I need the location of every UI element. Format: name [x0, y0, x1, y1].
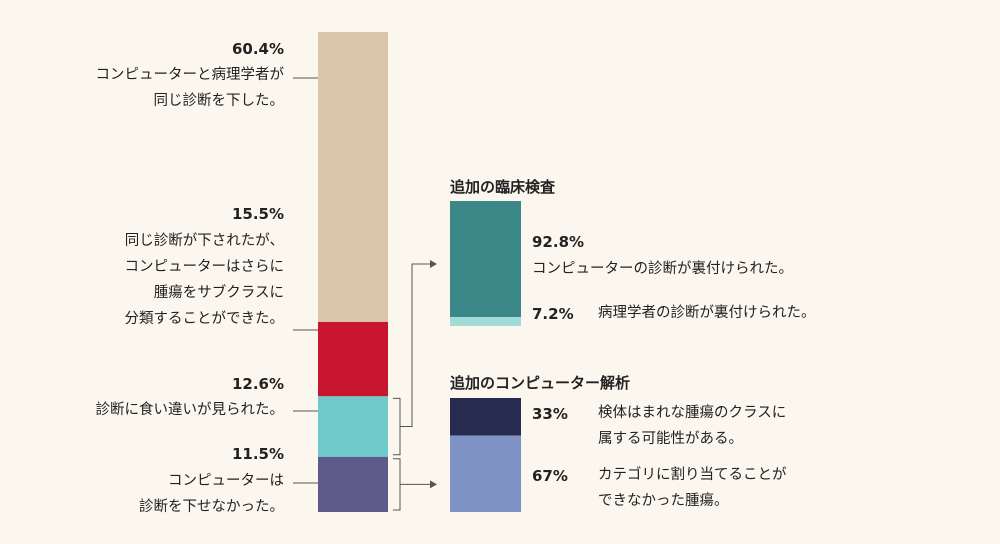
arrowhead: [430, 480, 437, 489]
sub-bar-1-segment-1-label: コンピューターの診断が裏付けられた。: [532, 261, 793, 277]
label-line: 診断を下せなかった。: [139, 499, 284, 515]
label-line: コンピューターは: [168, 473, 284, 489]
label-line: 同じ診断が下されたが、: [124, 233, 284, 249]
label-line: 同じ診断を下した。: [153, 93, 285, 109]
label-line: 診断に食い違いが見られた。: [95, 402, 285, 418]
label-line: 腫瘍をサブクラスに: [153, 285, 284, 301]
sub-bar-1-segment-1: [450, 201, 521, 317]
sub-bar-2-segment-2: [450, 435, 521, 512]
sub-bar-1-segment-2-label: 病理学者の診断が裏付けられた。: [598, 305, 816, 321]
sub-bar-2-segment-1-pct: 33%: [532, 405, 568, 423]
main-segment-1-pct: 60.4%: [231, 40, 284, 58]
main-segment-1-label: コンピューターと病理学者が 同じ診断を下した。: [96, 62, 285, 114]
sub-bar-2-segment-2-label: カテゴリに割り当てることが できなかった腫瘍。: [598, 462, 787, 514]
label-line: 属する可能性がある。: [598, 431, 743, 447]
sub-bar-1-segment-2-pct: 7.2%: [532, 305, 574, 323]
sub-bar-1-segment-1-pct: 92.8%: [532, 233, 585, 251]
sub-bar-1-segment-2: [450, 317, 521, 326]
main-segment-3-label: 診断に食い違いが見られた。: [96, 397, 285, 423]
arrowhead: [430, 260, 437, 268]
label-line: コンピューターはさらに: [124, 259, 285, 275]
connector-line: [400, 263, 430, 428]
main-bar-segment-2: [318, 321, 388, 397]
label-line: カテゴリに割り当てることが: [598, 467, 787, 483]
main-segment-2-pct: 15.5%: [231, 205, 284, 223]
main-bar-segment-1: [318, 32, 388, 322]
label-line: コンピューターと病理学者が: [95, 67, 285, 83]
bracket-segment-4: [393, 458, 401, 511]
main-segment-4-label: コンピューターは 診断を下せなかった。: [139, 468, 284, 520]
bracket-segment-3: [393, 397, 401, 456]
main-bar-segment-3: [318, 396, 388, 457]
sub-bar-2-title: 追加のコンピューター解析: [450, 374, 631, 392]
label-line: できなかった腫瘍。: [598, 493, 729, 509]
main-segment-4-pct: 11.5%: [231, 445, 284, 463]
sub-bar-1-title: 追加の臨床検査: [450, 178, 556, 196]
label-line: 分類することができた。: [124, 311, 285, 327]
main-bar-segment-4: [318, 456, 388, 512]
sub-bar-2-segment-2-pct: 67%: [532, 467, 568, 485]
sub-bar-2-segment-1-label: 検体はまれな腫瘍のクラスに 属する可能性がある。: [598, 400, 786, 452]
sub-bar-2-segment-1: [450, 398, 521, 436]
label-line: 検体はまれな腫瘍のクラスに: [598, 405, 787, 421]
main-segment-2-label: 同じ診断が下されたが、 コンピューターはさらに 腫瘍をサブクラスに 分類すること…: [125, 228, 285, 332]
main-segment-3-pct: 12.6%: [231, 375, 284, 393]
